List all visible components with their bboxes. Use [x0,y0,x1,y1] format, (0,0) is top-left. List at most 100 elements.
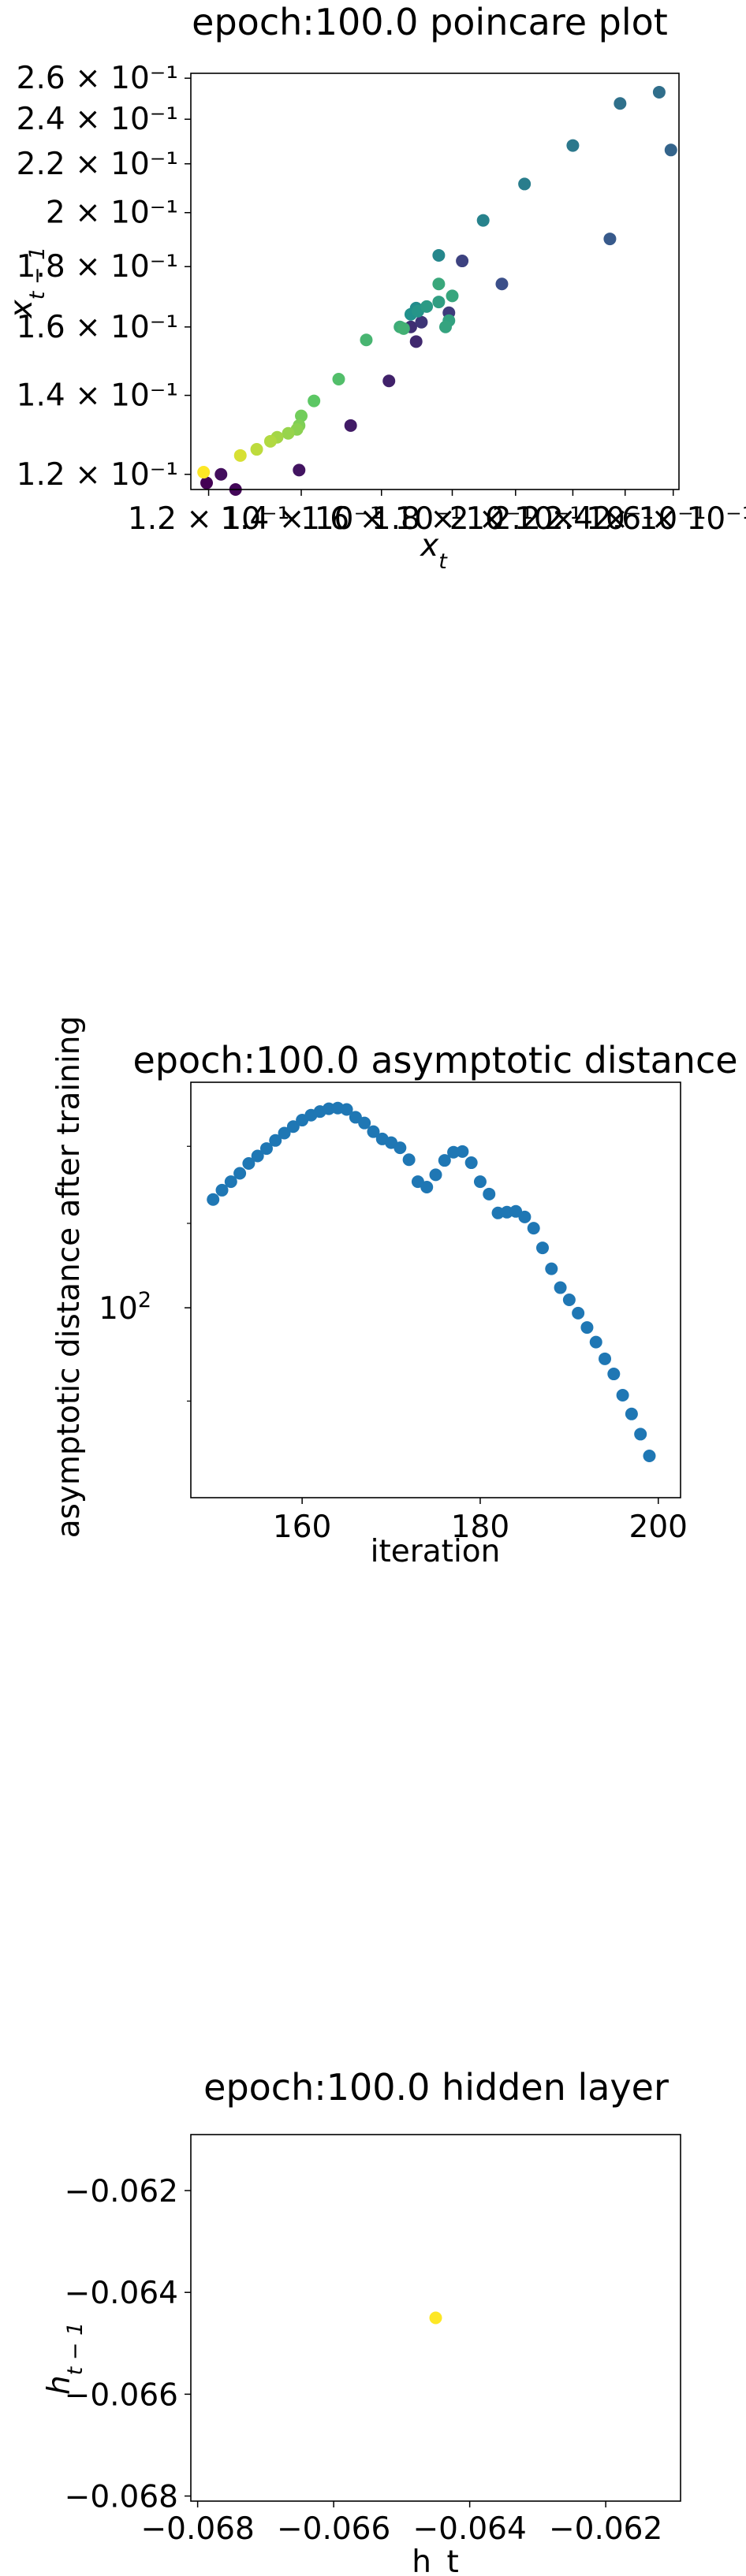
data-points [197,85,677,496]
scatter-point [293,463,306,477]
scatter-point [545,1262,558,1275]
x-tick-label: −0.066 [277,2511,390,2547]
scatter-point [420,1180,434,1193]
y-tick-label: 102 [99,1288,151,1327]
scatter-point [251,1149,264,1163]
scatter-point [446,289,459,303]
scatter-point [429,1168,442,1182]
x-tick-label: −0.068 [140,2511,254,2547]
y-axis-ticks: −0.068 −0.066 −0.064 −0.062 [65,2174,191,2515]
y-tick-label: 1.8 × 10⁻¹ [17,249,178,285]
scatter-point [643,1449,656,1462]
y-tick-label: 2 × 10⁻¹ [46,195,178,231]
chart-title: epoch:100.0 poincare plot [192,1,668,43]
x-tick-label: −0.062 [549,2511,662,2547]
scatter-point [495,277,509,291]
scatter-point [224,1175,237,1189]
scatter-point [269,1134,282,1147]
scatter-point [214,467,228,481]
y-axis-ticks: 1.2 × 10⁻¹ 1.4 × 10⁻¹ 1.6 × 10⁻¹ 1.8 × 10⁻¹… [17,61,191,493]
scatter-point [652,85,666,99]
scatter-point [607,1368,621,1381]
scatter-point [420,300,434,313]
scatter-point [259,1142,273,1156]
scatter-point [382,374,396,388]
scatter-point [394,1141,407,1155]
scatter-point [242,1156,256,1170]
x-tick-label: 1.6 × 10⁻¹ [300,501,462,537]
scatter-point [518,177,532,191]
y-axis-label: asymptotic distance after training [51,1016,87,1539]
x-axis-label: h_t [412,2544,459,2576]
scatter-point [483,1187,496,1201]
scatter-point [566,139,580,152]
y-tick-label: −0.062 [65,2174,178,2209]
scatter-point [332,373,345,386]
hidden-layer-chart: epoch:100.0 hidden layer −0.068 −0.066 −0.… [42,2066,681,2576]
scatter-point [589,1335,602,1349]
x-axis-label: iteration [371,1534,501,1569]
x-tick-label: 1.4 × 10⁻¹ [220,501,382,537]
asymptotic-distance-chart: epoch:100.0 asymptotic distance 160 180 20… [51,1016,738,1569]
scatter-point [358,1116,371,1130]
scatter-point [476,214,490,227]
y-tick-label: 2.6 × 10⁻¹ [17,61,178,96]
scatter-point [233,449,247,462]
scatter-point [456,1145,469,1158]
x-tick-label: 180 [451,1509,509,1545]
chart-title: epoch:100.0 hidden layer [203,2066,669,2109]
y-axis-ticks: 102 [99,1145,191,1402]
scatter-point [562,1294,576,1307]
scatter-point [572,1306,585,1320]
scatter-point [415,315,428,329]
scatter-point [634,1428,647,1441]
scatter-point [367,1125,380,1138]
y-tick-label: −0.068 [65,2480,178,2515]
x-axis-ticks: −0.068 −0.066 −0.064 −0.062 [140,2501,662,2547]
scatter-point [464,1156,478,1170]
y-tick-label: 1.6 × 10⁻¹ [17,310,178,345]
scatter-point [409,335,423,348]
y-tick-label: 1.2 × 10⁻¹ [17,457,178,493]
chart-title: epoch:100.0 asymptotic distance [132,1039,737,1081]
scatter-point [263,434,277,448]
plot-frame [190,2134,681,2502]
x-tick-label: 2.2 × 10⁻¹ [492,501,654,537]
scatter-point [233,1167,247,1180]
plot-frame [190,1081,681,1498]
y-tick-label: 2.2 × 10⁻¹ [17,147,178,182]
x-tick-label: 200 [629,1509,688,1545]
scatter-point [616,1388,629,1402]
x-tick-label: 2.6 × 10⁻¹ [592,501,746,537]
scatter-point [554,1281,567,1294]
y-axis-label: xt − 1 [4,247,50,320]
scatter-point [200,476,214,490]
scatter-point [432,248,446,262]
scatter-point [207,1193,220,1206]
poincare-chart: epoch:100.0 poincare plot 1.2 × 10⁻¹1.4 … [4,1,746,574]
scatter-point [429,2311,442,2325]
x-tick-label: 1.2 × 10⁻¹ [128,501,289,537]
scatter-point [215,1183,229,1197]
scatter-point [664,143,677,157]
x-axis-ticks: 1.2 × 10⁻¹1.4 × 10⁻¹1.6 × 10⁻¹1.8 × 10⁻¹… [128,490,746,537]
scatter-point [402,1153,416,1167]
scatter-point [397,322,410,335]
scatter-point [360,333,373,347]
scatter-point [308,394,321,408]
x-axis-ticks: 160 180 200 [273,1498,688,1545]
scatter-point [432,296,446,309]
scatter-point [282,426,295,440]
scatter-point [438,320,452,333]
scatter-point [580,1321,594,1335]
scatter-point [456,255,469,268]
x-tick-label: 160 [273,1509,331,1545]
x-tick-label: 2.4 × 10⁻¹ [544,501,706,537]
y-tick-label: 1.4 × 10⁻¹ [17,378,178,414]
scatter-point [473,1175,487,1189]
x-tick-label: 2 × 10⁻¹ [449,501,582,537]
scatter-point [625,1407,638,1420]
scatter-point [603,233,617,246]
scatter-point [599,1352,612,1365]
scatter-point [527,1222,540,1235]
